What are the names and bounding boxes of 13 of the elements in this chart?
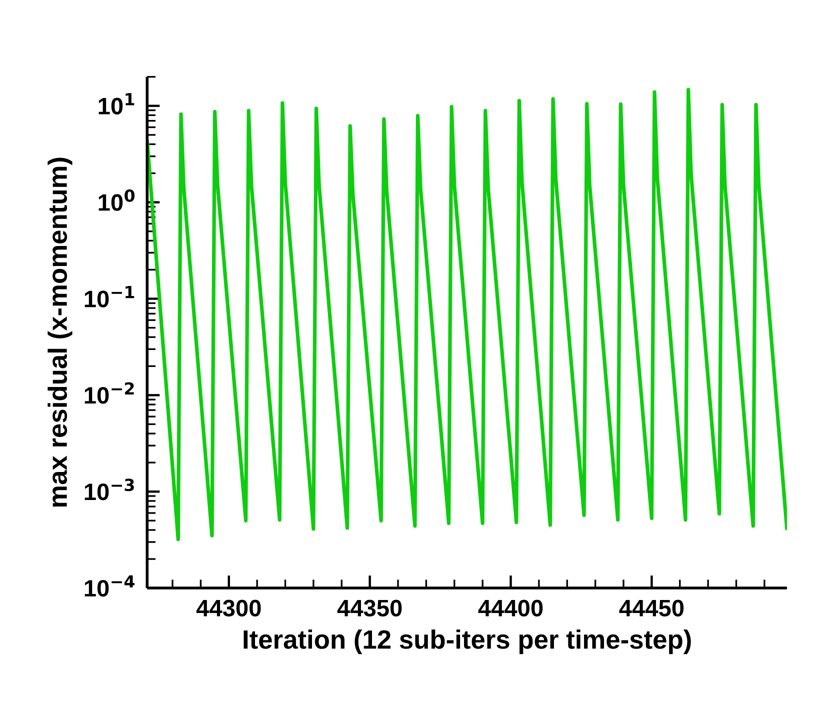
y-tick-label: 10$^{−2}$ (84, 382, 134, 404)
x-tick-label: 44350 (337, 600, 402, 617)
x-tick-label: 44300 (196, 600, 261, 617)
x-tick-label: 44400 (478, 600, 543, 616)
x-tick-label: 44450 (619, 600, 684, 616)
x-axis-title: Iteration (12 sub-iters per time-step) (244, 629, 691, 654)
y-tick-label: 10$^{1}$ (98, 93, 134, 114)
y-axis-title: max residual (x-momentum) (48, 158, 72, 507)
y-tick-label: 10$^{−1}$ (84, 286, 134, 308)
y-tick-label: 10$^{−4}$ (84, 575, 134, 597)
y-tick-label: 10$^{0}$ (98, 189, 135, 211)
line-series (147, 88, 787, 542)
y-tick-label: 10$^{−3}$ (84, 478, 134, 500)
